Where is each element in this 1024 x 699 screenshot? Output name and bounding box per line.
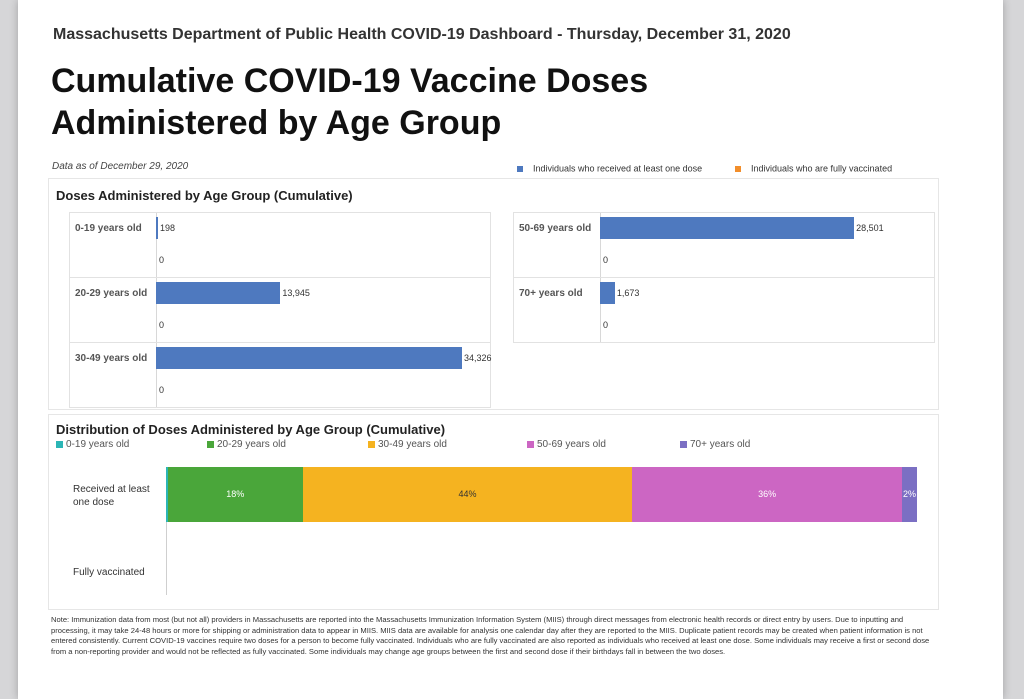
distribution-legend-item: 50-69 years old: [527, 439, 606, 450]
distribution-legend-item: 30-49 years old: [368, 439, 447, 450]
page-title: Cumulative COVID-19 Vaccine Doses Admini…: [51, 60, 851, 144]
distribution-legend-swatch: [680, 441, 687, 448]
fully-vaccinated-value-label: 0: [603, 255, 609, 265]
stack-segment-label: 44%: [458, 489, 477, 499]
age-category-label: 50-69 years old: [519, 223, 592, 234]
age-cell-2: 30-49 years old 34,326 0: [69, 342, 492, 408]
fully-vaccinated-value-label: 0: [159, 385, 165, 395]
legend-fully-label: Individuals who are fully vaccinated: [751, 163, 893, 174]
age-category-label: 20-29 years old: [75, 288, 148, 299]
age-cell-axis: [156, 278, 157, 342]
age-cell-axis: [156, 213, 157, 277]
first-dose-value-label: 28,501: [856, 223, 884, 233]
distribution-baseline: [166, 467, 167, 595]
fully-vaccinated-value-label: 0: [603, 320, 609, 330]
legend-fully-swatch: [735, 165, 741, 172]
first-dose-value-label: 13,945: [282, 288, 310, 298]
row-label-first-dose: Received at least one dose: [73, 484, 150, 508]
age-cell-4: 70+ years old 1,673 0: [513, 277, 935, 343]
doses-by-age-title: Doses Administered by Age Group (Cumulat…: [56, 188, 353, 203]
first-dose-value-label: 1,673: [616, 288, 640, 298]
row-label-fully-vaccinated: Fully vaccinated: [73, 567, 145, 578]
legend-first-dose-swatch: [517, 165, 523, 172]
age-cell-axis: [600, 278, 601, 342]
first-dose-bar: [600, 282, 615, 304]
stack-segment-2: [302, 467, 633, 522]
distribution-title: Distribution of Doses Administered by Ag…: [56, 422, 446, 437]
distribution-legend-label: 20-29 years old: [217, 439, 286, 450]
distribution-legend-swatch: [527, 441, 534, 448]
age-cell-1: 20-29 years old 13,945 0: [69, 277, 491, 343]
age-cell-3: 50-69 years old 28,501 0: [513, 212, 935, 278]
stack-segment-label: 36%: [758, 489, 777, 499]
distribution-legend-item: 0-19 years old: [56, 439, 129, 450]
age-cell-axis: [156, 343, 157, 407]
first-dose-bar: [156, 217, 158, 239]
age-cell-axis: [600, 213, 601, 277]
first-dose-stacked-bar: 18% 44% 36% 2%: [166, 467, 917, 522]
title-line-2: Administered by Age Group: [51, 104, 502, 142]
footnote: Note: Immunization data from most (but n…: [51, 615, 930, 656]
stack-segment-1: [167, 467, 303, 522]
legend-fully-vaccinated: Individuals who are fully vaccinated: [735, 163, 892, 174]
legend-first-dose: Individuals who received at least one do…: [517, 163, 702, 174]
age-category-label: 70+ years old: [519, 288, 583, 299]
data-as-of: Data as of December 29, 2020: [52, 161, 189, 172]
first-dose-bar: [156, 282, 281, 304]
distribution-panel: Distribution of Doses Administered by Ag…: [48, 414, 939, 610]
stack-segment-0: [166, 467, 168, 522]
distribution-legend-swatch: [207, 441, 214, 448]
doses-by-age-panel: Doses Administered by Age Group (Cumulat…: [48, 178, 939, 410]
stack-segment-label: 2%: [902, 489, 916, 499]
first-dose-bar: [156, 347, 462, 369]
distribution-legend-label: 50-69 years old: [537, 439, 606, 450]
title-line-1: Cumulative COVID-19 Vaccine Doses: [51, 62, 649, 100]
stack-segment-label: 18%: [226, 489, 245, 499]
legend-first-dose-label: Individuals who received at least one do…: [533, 163, 703, 174]
distribution-legend-label: 0-19 years old: [66, 439, 130, 450]
stack-segment-3: [632, 467, 902, 522]
distribution-legend-item: 20-29 years old: [207, 439, 286, 450]
age-category-label: 0-19 years old: [75, 223, 142, 234]
fully-vaccinated-value-label: 0: [159, 255, 165, 265]
distribution-legend-label: 30-49 years old: [378, 439, 447, 450]
distribution-legend-label: 70+ years old: [690, 439, 751, 450]
first-dose-value-label: 198: [160, 223, 176, 233]
fully-vaccinated-value-label: 0: [159, 320, 165, 330]
first-dose-value-label: 34,326: [464, 353, 492, 363]
distribution-legend-item: 70+ years old: [680, 439, 750, 450]
distribution-legend-swatch: [56, 441, 63, 448]
stack-segment-4: [902, 467, 917, 522]
age-category-label: 30-49 years old: [75, 353, 148, 364]
dashboard-header: Massachusetts Department of Public Healt…: [53, 26, 791, 43]
distribution-legend-swatch: [368, 441, 375, 448]
first-dose-bar: [600, 217, 855, 239]
age-cell-0: 0-19 years old 198 0: [69, 212, 491, 278]
